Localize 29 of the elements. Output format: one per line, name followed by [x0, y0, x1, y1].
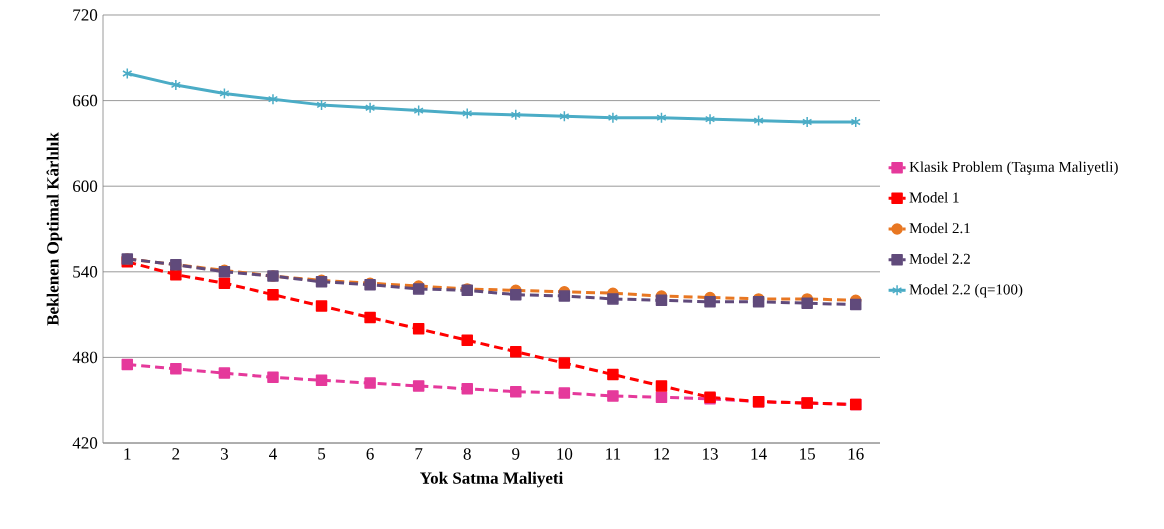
y-tick-label: 600: [73, 180, 98, 192]
y-tick-label: 480: [72, 351, 98, 364]
x-tick-label: 4: [269, 448, 277, 460]
x-tick-label: 9: [512, 448, 520, 460]
x-tick-label: 10: [557, 448, 573, 460]
legend-label: Model 1: [909, 192, 959, 203]
x-tick-label: 5: [318, 448, 326, 460]
x-tick-label: 3: [220, 448, 228, 460]
y-tick-label: 420: [72, 437, 98, 449]
x-tick-label: 14: [751, 448, 767, 460]
y-tick-label: 660: [73, 94, 98, 107]
x-tick-label: 1: [124, 448, 131, 460]
y-axis-title: Beklenen Optimal Kârlılık: [46, 132, 63, 326]
legend-label: Model 2.1: [909, 222, 970, 234]
legend-label: Model 2.2 (q=100): [909, 283, 1023, 298]
x-tick-label: 15: [800, 448, 816, 460]
x-tick-label: 8: [463, 448, 471, 460]
x-tick-label: 11: [606, 448, 621, 460]
x-tick-label: 13: [703, 448, 718, 460]
x-tick-label: 12: [654, 448, 670, 460]
x-axis-title: Yok Satma Maliyeti: [420, 471, 564, 488]
legend-label: Model 2.2: [909, 253, 970, 264]
x-tick-label: 2: [172, 448, 180, 460]
x-tick-label: 6: [366, 448, 374, 460]
x-tick-label: 16: [848, 448, 864, 460]
y-tick-label: 540: [73, 266, 98, 278]
legend-label: Klasik Problem (Taşıma Maliyetli): [909, 161, 1118, 176]
y-tick-label: 720: [73, 9, 98, 21]
x-tick-label: 7: [415, 448, 423, 460]
